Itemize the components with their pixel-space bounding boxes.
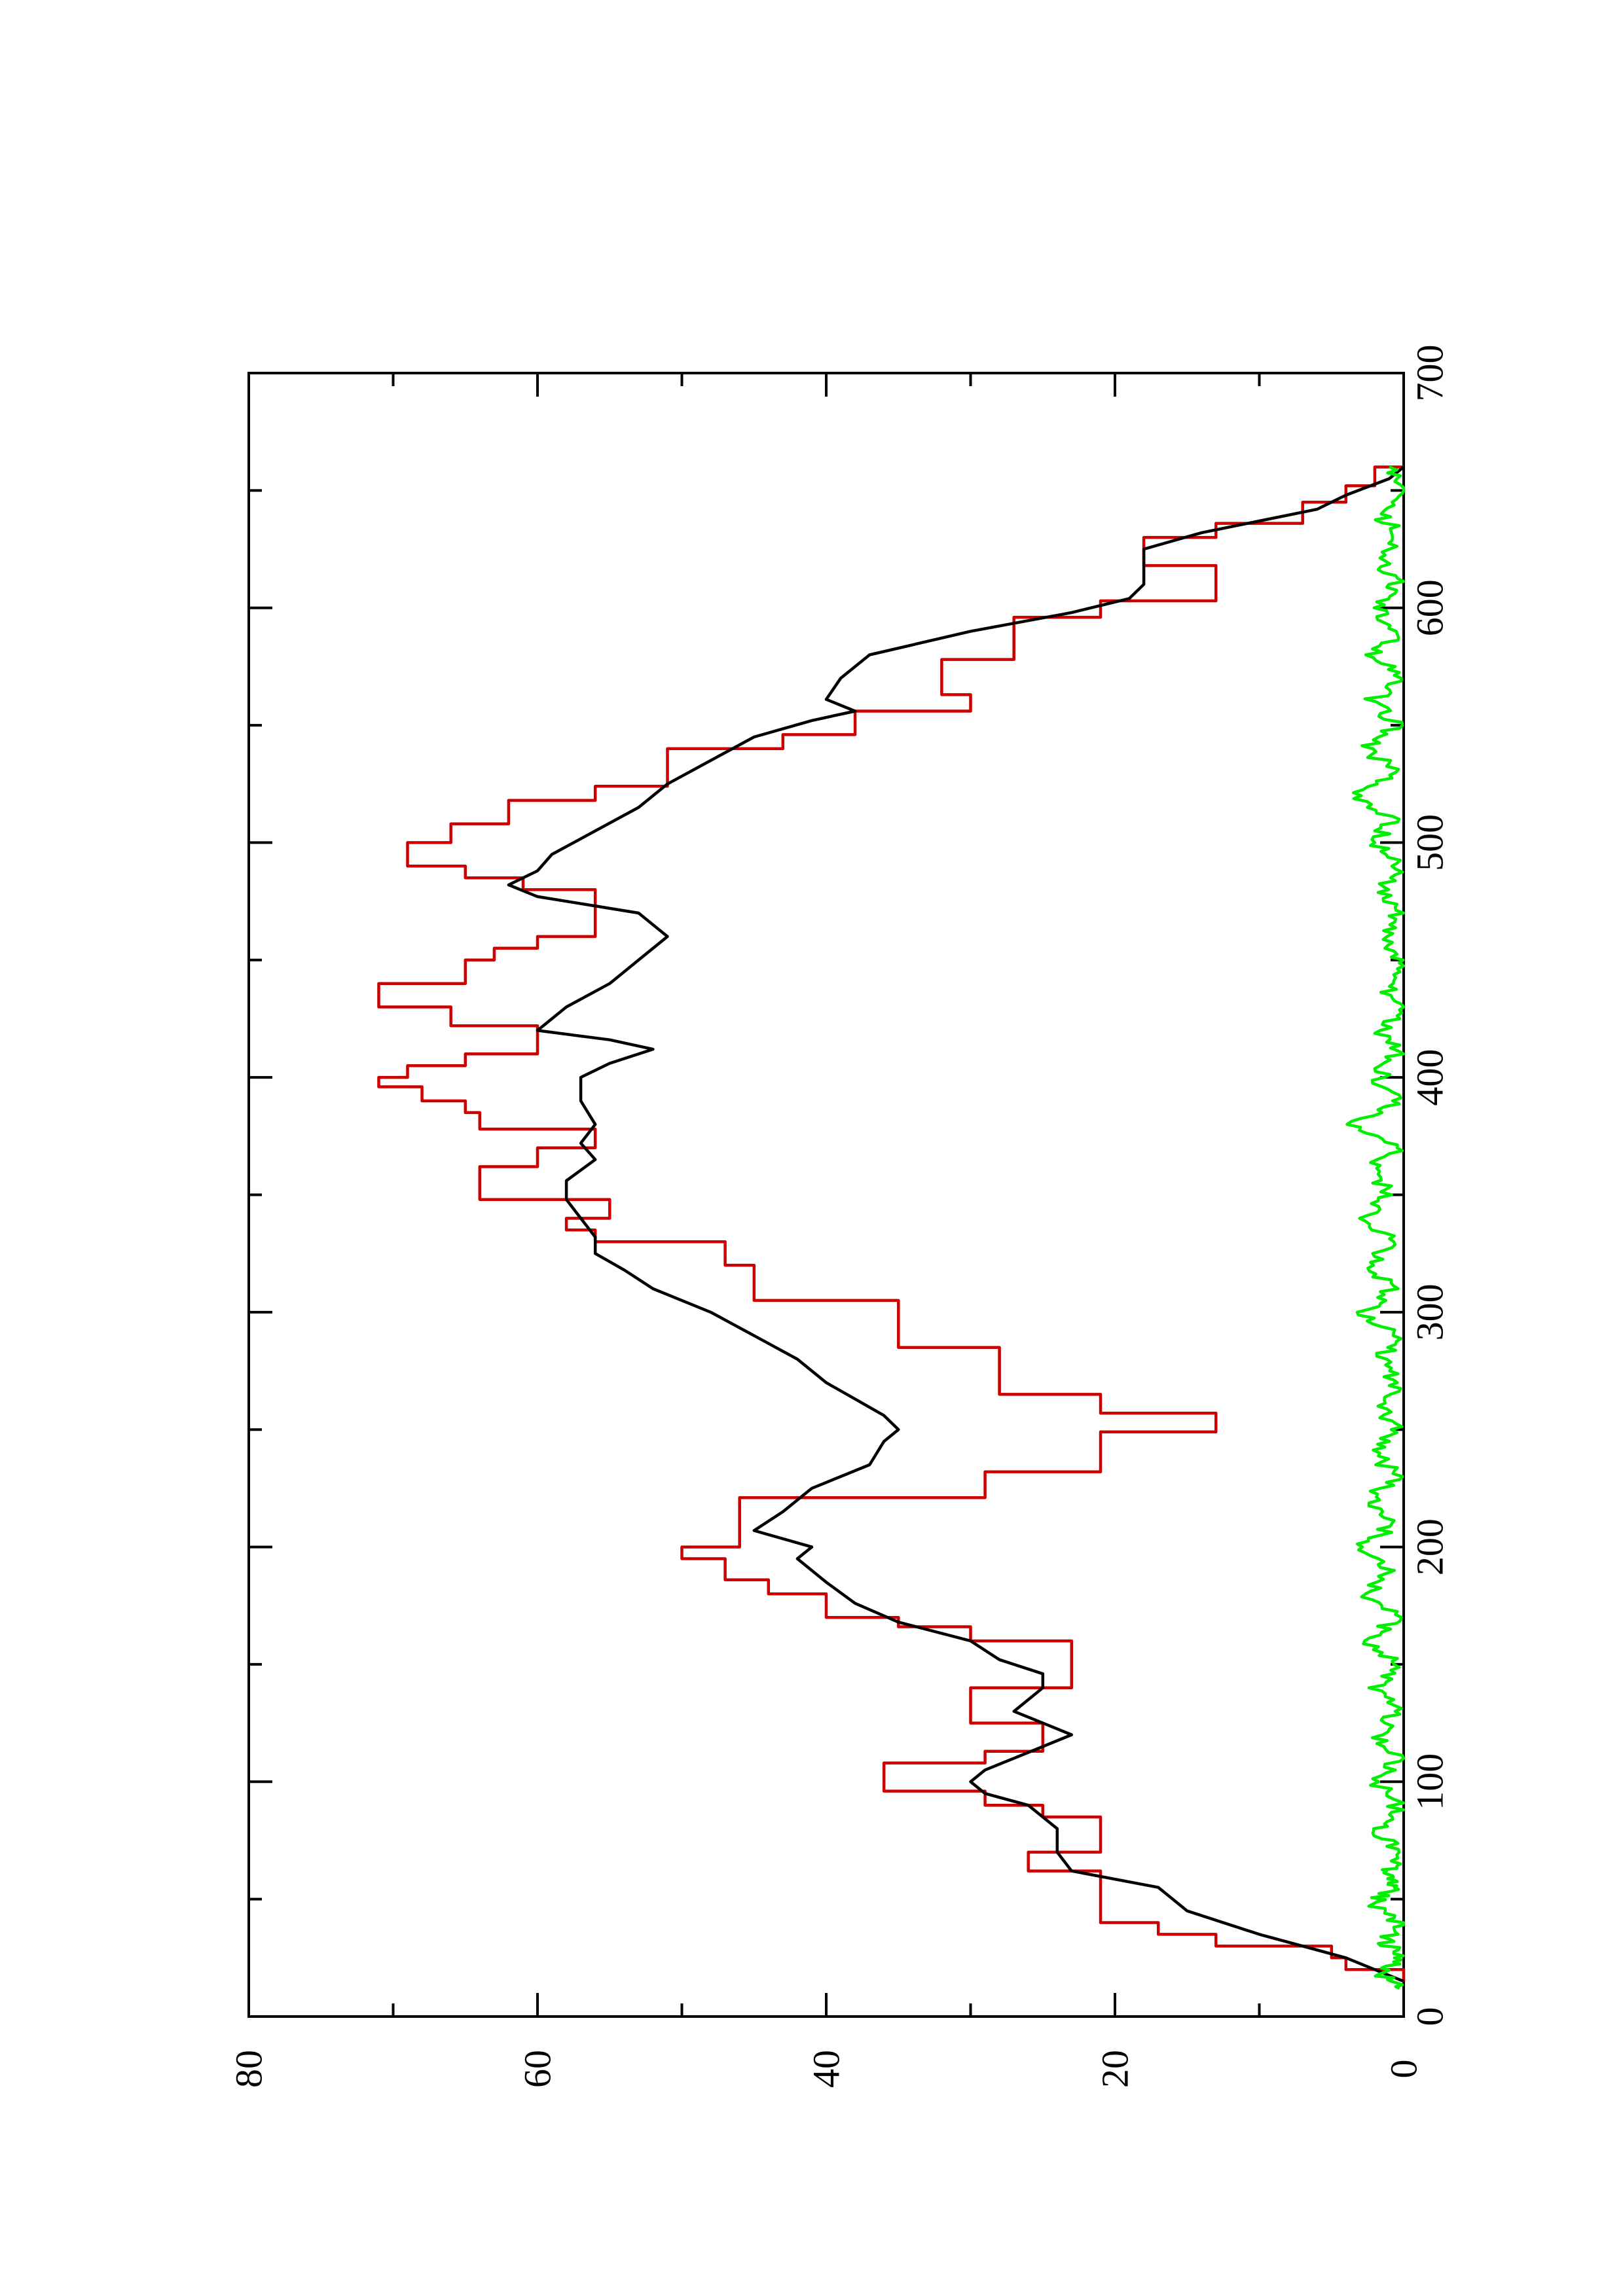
x-tick-label: 100: [1409, 1753, 1451, 1810]
y-tick-label: 20: [1094, 2050, 1137, 2088]
y-tick-label: 60: [517, 2050, 559, 2088]
black-series: [507, 465, 1405, 1983]
x-tick-label: 500: [1409, 814, 1451, 871]
y-tick-label: 0: [1383, 2060, 1425, 2079]
red-step-series: [377, 465, 1406, 1982]
x-tick-label: 300: [1409, 1283, 1451, 1340]
x-tick-label: 700: [1409, 345, 1451, 402]
x-tick-label: 200: [1409, 1518, 1451, 1575]
data-series: [377, 465, 1406, 1990]
plot-frame: [247, 372, 1405, 2018]
y-tick-label: 40: [805, 2050, 848, 2088]
axis-tick-labels: 0 100 200 300 400 500 600 700 0 20 40 60 80: [228, 345, 1451, 2089]
y-tick-label: 80: [228, 2050, 270, 2088]
x-tick-label: 400: [1409, 1049, 1451, 1106]
green-noise-series: [1345, 465, 1406, 1990]
axis-ticks: [247, 372, 1405, 2018]
x-tick-label: 600: [1409, 579, 1451, 636]
x-tick-label: 0: [1409, 2007, 1451, 2026]
